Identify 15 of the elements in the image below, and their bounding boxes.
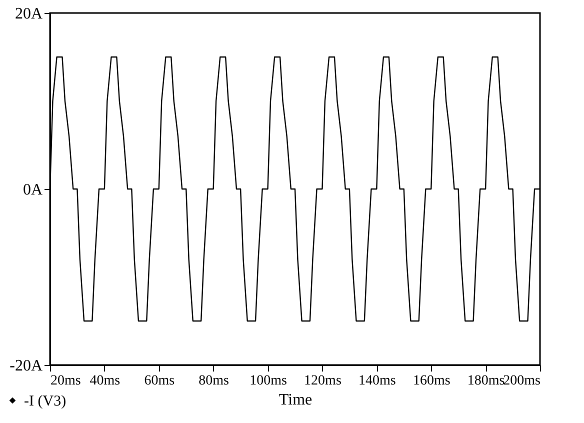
y-tick-label: 0A	[22, 182, 43, 198]
x-tick-label: 80ms	[198, 374, 230, 388]
x-tick-label: 180ms	[467, 374, 505, 388]
y-tick-label: -20A	[10, 358, 43, 374]
x-tick-label: 120ms	[304, 374, 342, 388]
x-axis-title: Time	[278, 392, 312, 408]
x-tick-label: 20ms	[50, 374, 81, 388]
x-tick-label: 60ms	[144, 374, 175, 388]
x-tick-label: 160ms	[412, 374, 450, 388]
x-tick-label: 200ms	[503, 374, 540, 388]
x-tick-label: 40ms	[90, 374, 120, 388]
y-tick-label: 20A	[14, 6, 43, 22]
x-tick-label: 140ms	[358, 374, 396, 388]
legend-label: -I (V3)	[24, 394, 66, 410]
x-tick-label: 100ms	[250, 374, 287, 388]
